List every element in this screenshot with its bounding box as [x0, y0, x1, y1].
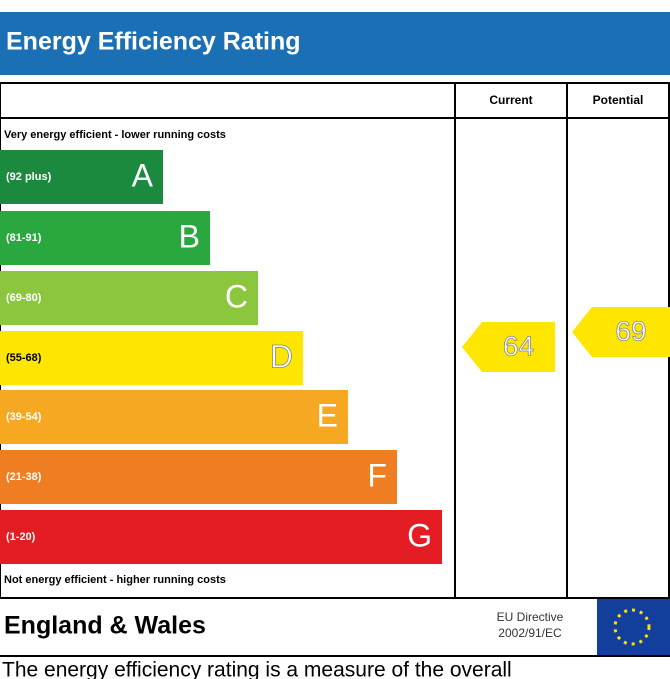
band-letter: G	[407, 517, 432, 553]
band-range: (81-91)	[6, 232, 42, 244]
band-letter: B	[179, 218, 200, 254]
band-letter: C	[225, 278, 248, 314]
band-letter: F	[367, 457, 387, 493]
band-range: (39-54)	[6, 411, 42, 423]
band-range: (69-80)	[6, 292, 42, 304]
directive: 2002/91/EC	[498, 626, 562, 640]
band-letter: D	[270, 338, 293, 374]
band-bar	[0, 390, 348, 444]
top-note: Very energy efficient - lower running co…	[4, 129, 226, 141]
rating-arrow	[572, 307, 670, 357]
band-range: (1-20)	[6, 531, 36, 543]
band-letter: E	[317, 397, 338, 433]
rating-value: 69	[615, 315, 646, 346]
title-bar	[0, 12, 670, 75]
band-bar	[0, 271, 258, 325]
band-bar	[0, 150, 163, 204]
band-range: (21-38)	[6, 471, 42, 483]
band-bar	[0, 211, 210, 265]
column-header: Current	[489, 93, 532, 107]
bottom-note: Not energy efficient - higher running co…	[4, 574, 226, 586]
band-bar	[0, 331, 303, 385]
rating-arrow	[462, 322, 555, 372]
caption: The energy efficiency rating is a measur…	[2, 659, 512, 679]
eu-flag	[597, 599, 670, 655]
band-letter: A	[132, 157, 154, 193]
region: England & Wales	[4, 612, 206, 640]
band-range: (55-68)	[6, 352, 42, 364]
eu-stars	[613, 608, 651, 646]
band-bar	[0, 510, 442, 564]
band-range: (92 plus)	[6, 171, 52, 183]
band-bar	[0, 450, 397, 504]
title: Energy Efficiency Rating	[6, 28, 301, 56]
column-header: Potential	[593, 93, 644, 107]
rating-value: 64	[503, 330, 534, 361]
directive: EU Directive	[497, 610, 564, 624]
